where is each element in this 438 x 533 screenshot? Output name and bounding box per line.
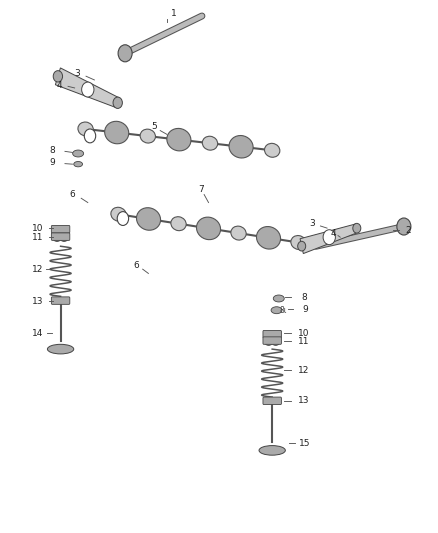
Text: 3: 3 (74, 69, 80, 78)
FancyBboxPatch shape (51, 297, 70, 304)
Circle shape (113, 97, 122, 108)
Text: 6: 6 (69, 190, 75, 199)
Ellipse shape (72, 150, 83, 157)
Ellipse shape (74, 161, 82, 167)
FancyBboxPatch shape (51, 233, 70, 240)
Circle shape (297, 241, 305, 251)
Ellipse shape (230, 226, 246, 240)
Circle shape (396, 218, 410, 235)
Circle shape (81, 82, 94, 97)
Ellipse shape (170, 217, 186, 231)
Ellipse shape (290, 236, 305, 249)
Text: 8: 8 (49, 146, 55, 155)
Polygon shape (299, 224, 357, 254)
Circle shape (117, 212, 128, 225)
Text: 2: 2 (405, 226, 410, 235)
Ellipse shape (166, 128, 191, 151)
Text: 15: 15 (299, 439, 310, 448)
Ellipse shape (111, 207, 126, 221)
Ellipse shape (60, 235, 68, 241)
Ellipse shape (53, 235, 61, 241)
Text: 4: 4 (57, 81, 62, 90)
Ellipse shape (47, 344, 74, 354)
Ellipse shape (202, 136, 217, 150)
Circle shape (118, 45, 132, 62)
Text: 6: 6 (133, 261, 139, 270)
Text: 3: 3 (308, 220, 314, 228)
Text: 12: 12 (32, 265, 43, 273)
Ellipse shape (264, 339, 272, 345)
Ellipse shape (271, 307, 282, 313)
Polygon shape (55, 68, 119, 108)
FancyBboxPatch shape (262, 330, 281, 338)
Text: 12: 12 (297, 366, 309, 375)
Text: 11: 11 (297, 337, 309, 345)
Circle shape (352, 223, 360, 233)
FancyBboxPatch shape (51, 225, 70, 233)
Text: 13: 13 (32, 297, 43, 305)
Circle shape (53, 71, 63, 82)
Text: 10: 10 (32, 224, 43, 232)
Ellipse shape (104, 122, 128, 144)
Ellipse shape (196, 217, 220, 240)
Text: 1: 1 (170, 9, 176, 18)
Ellipse shape (256, 227, 280, 249)
FancyBboxPatch shape (262, 397, 281, 405)
Text: 4: 4 (330, 229, 336, 238)
Text: 9: 9 (301, 305, 307, 313)
Ellipse shape (271, 339, 279, 345)
Ellipse shape (272, 295, 284, 302)
Text: 8ι: 8ι (279, 306, 286, 314)
Text: 8: 8 (300, 293, 306, 302)
Ellipse shape (258, 446, 285, 455)
Ellipse shape (140, 129, 155, 143)
Text: 13: 13 (297, 397, 309, 405)
Ellipse shape (78, 122, 93, 136)
Circle shape (322, 230, 335, 245)
Text: 9: 9 (49, 158, 55, 167)
Text: 14: 14 (32, 329, 43, 337)
FancyBboxPatch shape (262, 337, 281, 344)
Ellipse shape (264, 143, 279, 157)
Text: 7: 7 (198, 185, 204, 193)
Ellipse shape (229, 135, 253, 158)
Text: 11: 11 (32, 233, 43, 241)
Ellipse shape (136, 208, 160, 230)
Circle shape (84, 129, 95, 143)
Text: 10: 10 (297, 329, 309, 337)
Text: 5: 5 (151, 123, 157, 131)
